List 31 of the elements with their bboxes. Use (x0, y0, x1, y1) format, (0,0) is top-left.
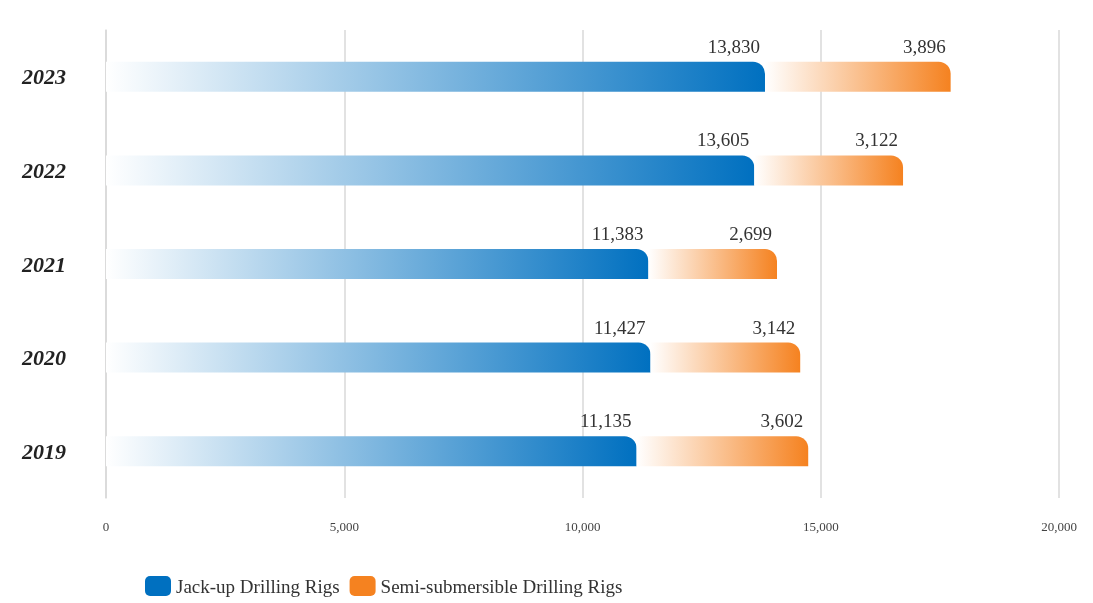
y-tick-label: 2020 (21, 345, 66, 371)
y-tick-label: 2023 (21, 64, 66, 90)
data-label: 3,142 (752, 316, 796, 338)
bar (648, 249, 778, 279)
legend-label: Jack-up Drilling Rigs (176, 575, 340, 597)
x-tick-label: 15,000 (802, 519, 839, 534)
data-label: 11,135 (580, 410, 632, 432)
x-tick-label: 0 (102, 519, 110, 534)
y-tick-label: 2019 (21, 438, 66, 464)
bar (106, 61, 765, 92)
data-label: 2,699 (729, 223, 773, 244)
data-label: 13,605 (697, 129, 750, 151)
data-label: 13,830 (707, 35, 760, 57)
data-label: 3,896 (902, 35, 946, 57)
y-tick-label: 2022 (21, 157, 66, 183)
legend-label: Semi-submersible Drilling Rigs (380, 575, 623, 597)
data-label: 11,383 (591, 223, 644, 244)
data-label: 11,427 (593, 316, 646, 338)
x-tick-label: 5,000 (329, 519, 359, 534)
bar (754, 155, 904, 186)
x-tick-label: 10,000 (564, 519, 601, 534)
bar (636, 436, 809, 467)
bar (106, 155, 755, 186)
bar (106, 436, 637, 467)
data-label: 3,122 (855, 129, 899, 151)
y-tick-label: 2021 (21, 251, 66, 277)
x-tick-label: 20,000 (1041, 519, 1077, 534)
bar (106, 249, 649, 279)
bar (106, 342, 651, 373)
bar (650, 342, 801, 373)
data-label: 3,602 (760, 410, 804, 432)
